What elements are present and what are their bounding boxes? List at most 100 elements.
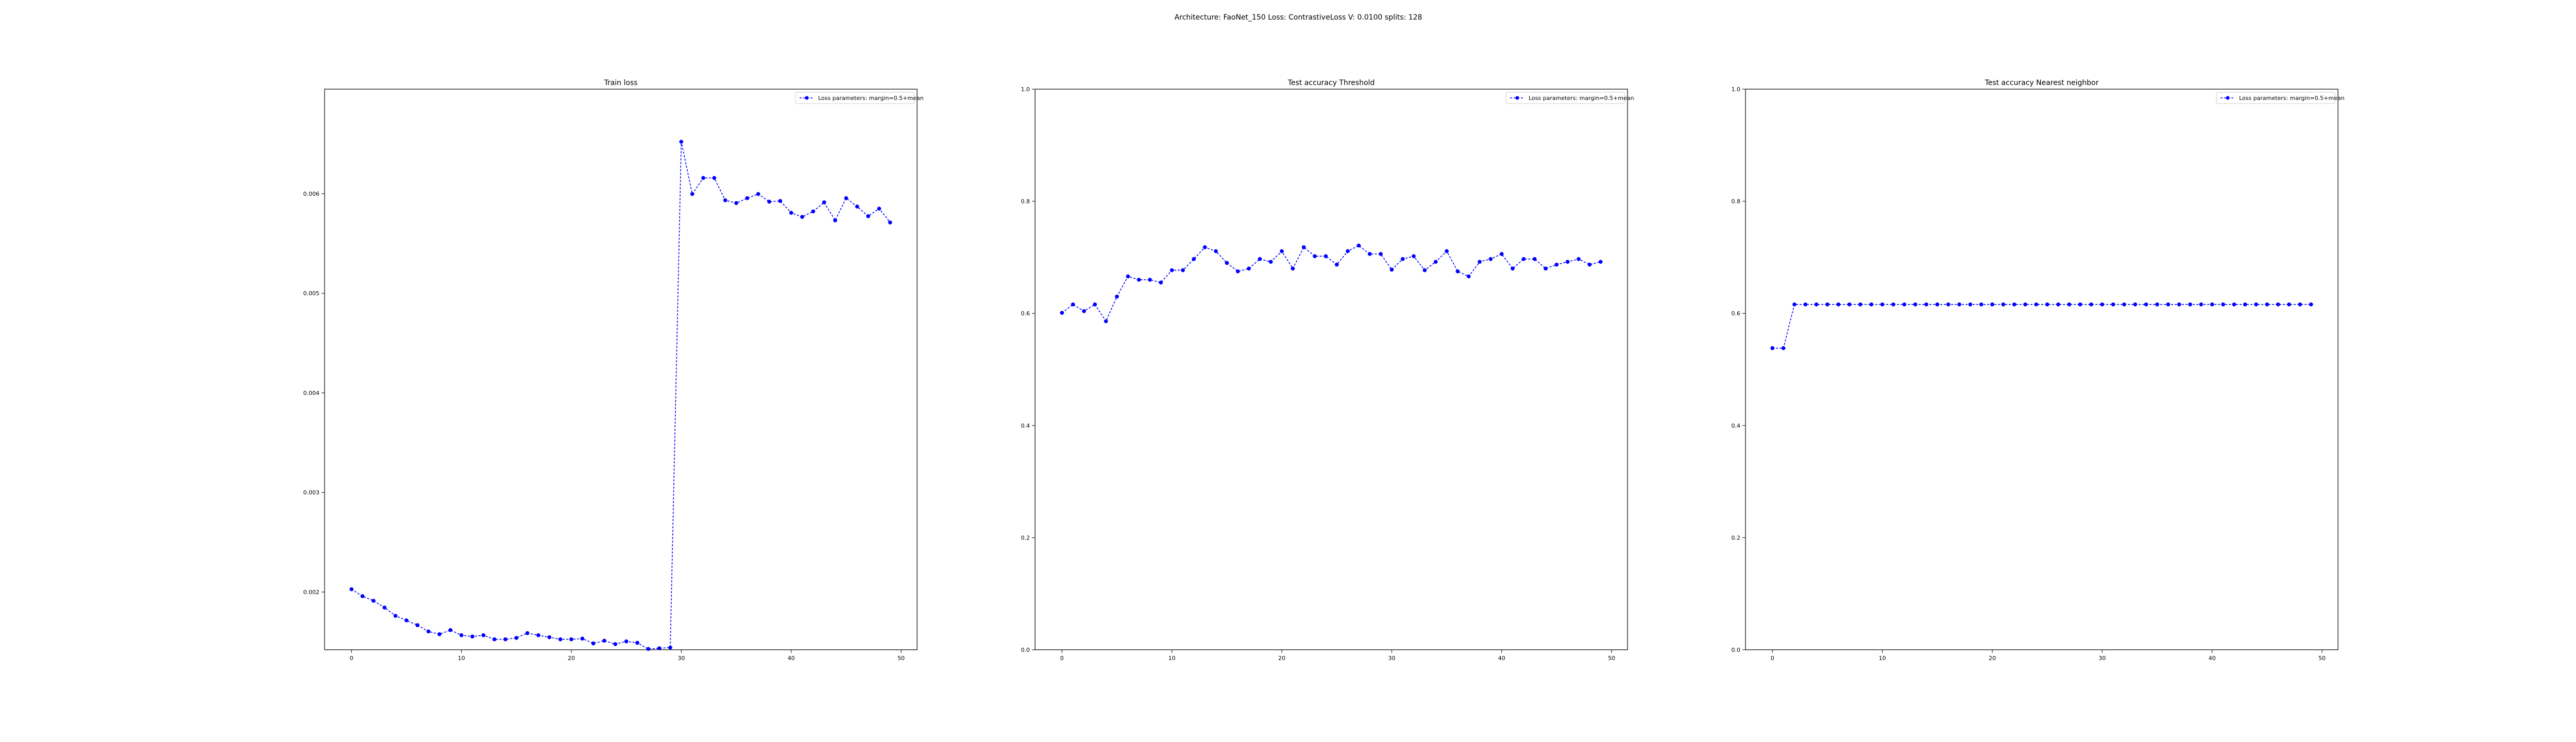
data-point [1137, 278, 1141, 282]
x-tick-label: 50 [897, 655, 905, 662]
data-point [1891, 302, 1895, 307]
data-point [1781, 346, 1786, 350]
data-point [1104, 319, 1108, 324]
x-tick-label: 40 [2209, 655, 2216, 662]
series-line [1061, 245, 1601, 323]
data-point [437, 632, 442, 636]
data-point [1181, 268, 1185, 273]
data-point [1455, 269, 1460, 274]
data-point [1466, 274, 1471, 279]
legend-entry: Loss parameters: margin=0.5+mean [2239, 95, 2345, 102]
y-tick-label: 0.002 [303, 589, 320, 596]
data-point [800, 215, 804, 219]
data-point [1770, 346, 1775, 350]
data-point [1979, 302, 1984, 307]
data-point [1148, 278, 1152, 282]
data-point [2298, 302, 2302, 307]
data-point [1946, 302, 1951, 307]
data-point [767, 199, 771, 204]
data-point [349, 587, 354, 592]
data-point [1869, 302, 1874, 307]
data-point [1565, 260, 1570, 264]
data-point [580, 636, 585, 641]
y-tick-label: 0.6 [1732, 310, 1741, 317]
y-tick-label: 0.8 [1732, 198, 1741, 205]
data-point [1499, 252, 1504, 256]
plot-frame [1035, 89, 1628, 650]
data-point [382, 605, 387, 610]
data-point [1433, 260, 1438, 264]
y-tick-label: 0.0 [1732, 647, 1741, 653]
data-point [2045, 302, 2049, 307]
data-point [723, 198, 727, 203]
x-tick-label: 30 [677, 655, 685, 662]
plot-frame [324, 89, 918, 650]
chart-panel-2: Test accuracy Threshold 0 10 20 30 40 50 0.0 0.2… [1021, 79, 1634, 662]
data-point [833, 218, 837, 223]
data-point [2012, 302, 2016, 307]
data-point [1990, 302, 1994, 307]
data-point [1060, 311, 1064, 315]
y-tick-label: 0.0 [1021, 647, 1030, 653]
data-point [2210, 302, 2214, 307]
data-point [734, 201, 738, 205]
legend-box [1505, 92, 1625, 104]
data-point [1247, 266, 1251, 271]
data-point [1598, 260, 1603, 264]
data-point [2254, 302, 2258, 307]
x-tick-label: 30 [2098, 655, 2106, 662]
data-point [1902, 302, 1907, 307]
y-tick-label: 1.0 [1732, 86, 1741, 93]
data-point [1445, 249, 1449, 254]
data-point [624, 639, 629, 644]
legend-box [795, 92, 914, 104]
y-tick-label: 0.004 [303, 390, 320, 396]
data-point [1836, 302, 1841, 307]
y-tick-label: 0.003 [303, 490, 320, 496]
chart-title: Test accuracy Nearest neighbor [1985, 79, 2099, 87]
legend-marker [805, 96, 809, 100]
data-point [1313, 254, 1317, 259]
data-point [1280, 249, 1284, 254]
data-point [1521, 257, 1526, 261]
data-point [1346, 249, 1350, 254]
data-point [2155, 302, 2159, 307]
data-point [613, 642, 618, 646]
data-point [1115, 294, 1119, 299]
y-tick-label: 0.2 [1021, 534, 1030, 541]
data-point [1400, 257, 1405, 261]
data-point [1968, 302, 1973, 307]
data-point [1126, 274, 1130, 279]
data-point [1587, 262, 1592, 267]
y-tick-label: 0.2 [1732, 534, 1741, 541]
data-point [712, 176, 717, 180]
data-point [1291, 266, 1295, 271]
data-point [1422, 268, 1427, 273]
data-point [888, 220, 892, 225]
data-point [1082, 309, 1086, 313]
data-point [1301, 245, 1306, 249]
series-line [1772, 303, 2311, 349]
data-point [1367, 252, 1372, 256]
data-point [591, 641, 596, 646]
plot-frame [1745, 89, 2338, 650]
data-point [470, 634, 474, 639]
data-point [1389, 267, 1394, 272]
data-point [1880, 302, 1885, 307]
data-point [393, 614, 398, 618]
y-tick-label: 0.4 [1021, 423, 1030, 429]
data-point [1071, 302, 1075, 307]
data-point [1225, 261, 1229, 265]
data-point [1858, 302, 1862, 307]
data-point [866, 214, 870, 218]
data-point [2166, 302, 2171, 307]
data-point [679, 140, 684, 144]
data-point [360, 594, 365, 598]
data-point [1202, 245, 1207, 249]
data-point [2078, 302, 2082, 307]
data-point [1159, 280, 1163, 285]
data-point [2243, 302, 2247, 307]
data-point [2100, 302, 2105, 307]
data-point [2056, 302, 2060, 307]
